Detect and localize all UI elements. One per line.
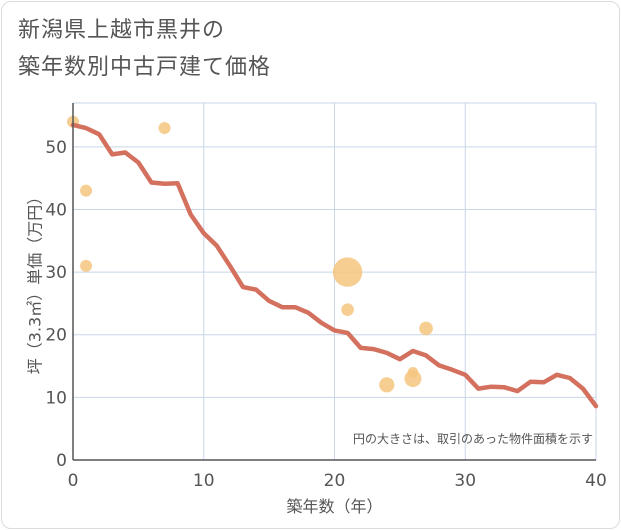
x-tick-label: 0 <box>68 471 79 491</box>
grid <box>73 102 597 460</box>
y-tick-label: 40 <box>45 200 67 220</box>
size-legend-note: 円の大きさは、取引のあった物件面積を示す <box>353 431 593 446</box>
y-tick-label: 0 <box>56 451 67 471</box>
x-tick-label: 30 <box>454 471 476 491</box>
y-tick-label: 20 <box>45 326 67 346</box>
data-bubble <box>407 366 419 378</box>
price-trend <box>70 122 599 409</box>
x-tick-label: 10 <box>193 471 215 491</box>
chart-title: 新潟県上越市黒井の 築年数別中古戸建て価格 <box>18 18 272 80</box>
data-bubble <box>379 377 395 393</box>
data-bubble <box>158 122 171 135</box>
y-axis-label: 坪（3.3㎡）単価（万円） <box>26 189 45 374</box>
y-tick-label: 30 <box>45 263 67 283</box>
x-axis-label: 築年数（年） <box>286 497 382 516</box>
x-tick-label: 20 <box>324 471 346 491</box>
data-bubble <box>80 184 93 197</box>
y-tick-label: 50 <box>45 138 67 158</box>
x-tick-label: 40 <box>585 471 607 491</box>
axes: 0 10 20 30 40 0 10 20 30 40 50 <box>45 103 607 491</box>
data-bubble <box>80 259 93 272</box>
price-trend-line <box>70 122 599 409</box>
data-bubble <box>419 321 433 336</box>
y-tick-label: 10 <box>45 388 67 408</box>
data-bubble <box>341 303 354 316</box>
data-bubble <box>332 257 363 287</box>
